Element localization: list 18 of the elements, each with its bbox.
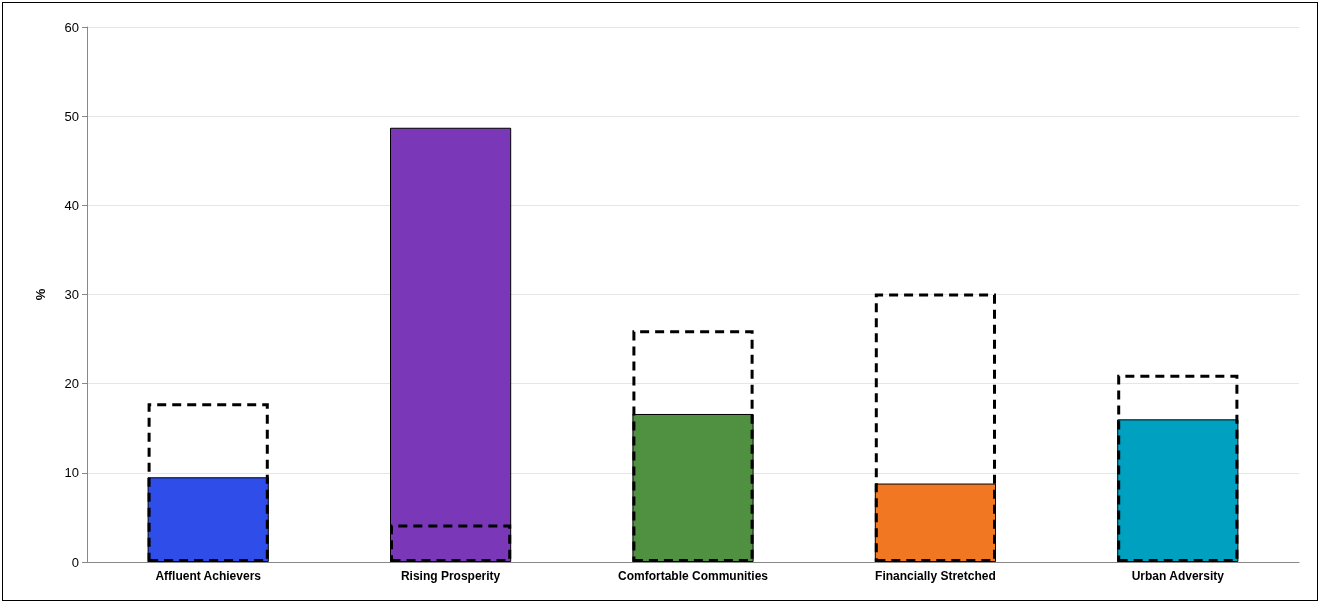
y-tick-label: 40 <box>64 197 79 213</box>
x-tick-label: Urban Adversity <box>1131 569 1225 583</box>
x-tick-label: Financially Stretched <box>875 569 996 583</box>
y-tick-label: 50 <box>64 108 79 124</box>
y-tick-label: 20 <box>64 376 79 392</box>
y-tick-label: 30 <box>64 287 79 302</box>
x-tick-label: Comfortable Communities <box>617 569 769 583</box>
bar <box>390 127 512 562</box>
x-tick-label: Affluent Achievers <box>155 569 262 583</box>
x-tick-label: Rising Prosperity <box>400 569 501 583</box>
bar <box>1117 374 1239 562</box>
bar <box>632 330 754 562</box>
bar <box>147 403 269 562</box>
y-tick-label: 60 <box>64 19 79 35</box>
y-tick-label: 10 <box>64 465 79 481</box>
y-tick-label: 0 <box>71 554 79 570</box>
bar <box>874 293 996 562</box>
y-axis-title: % <box>33 288 48 301</box>
